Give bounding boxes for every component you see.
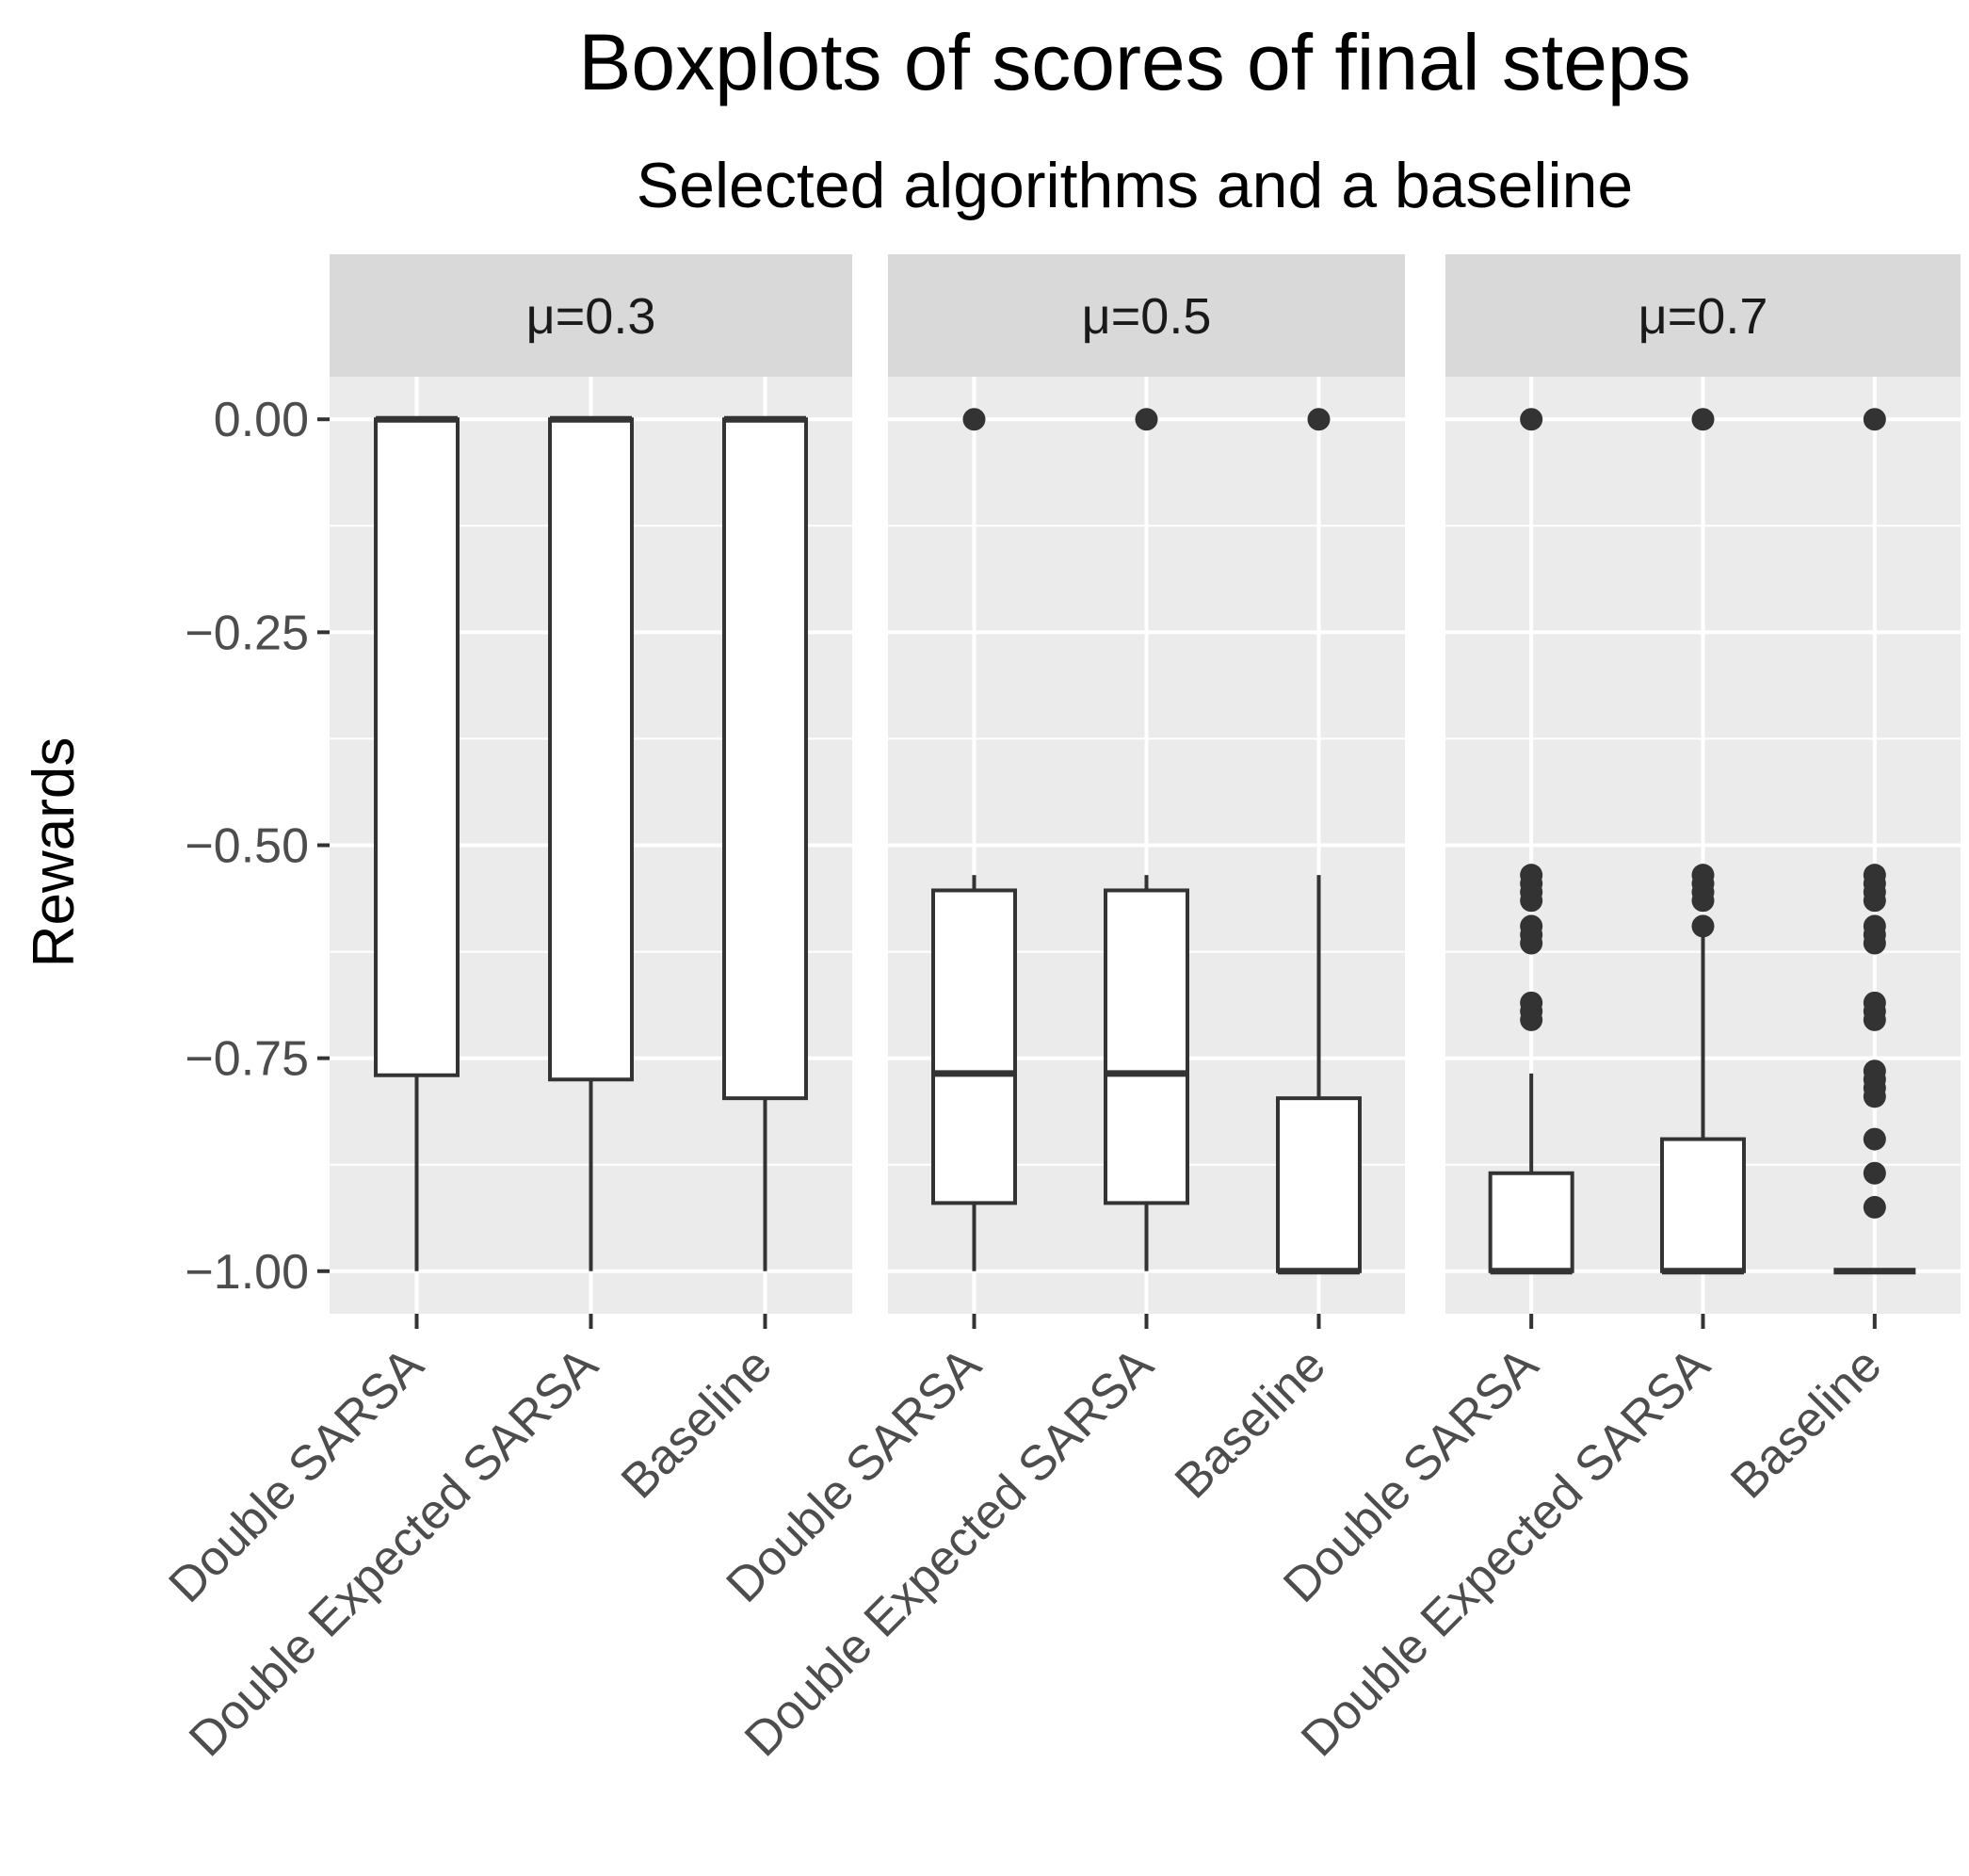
- x-tick-label: Baseline: [1165, 1337, 1336, 1509]
- box: [548, 417, 634, 1082]
- outlier-point: [1863, 931, 1886, 955]
- facet-label: μ=0.5: [1082, 288, 1212, 345]
- y-tick-label: −1.00: [185, 1245, 309, 1300]
- box: [722, 417, 808, 1101]
- box: [931, 888, 1017, 1205]
- y-tick-label: 0.00: [214, 393, 309, 447]
- box-group: [1276, 408, 1362, 1275]
- outlier-point: [1863, 1161, 1886, 1185]
- outlier-point: [1307, 408, 1331, 431]
- outlier-point: [1135, 408, 1158, 431]
- box-group: [548, 415, 634, 1271]
- outlier-point: [1691, 408, 1715, 431]
- outlier-point: [1863, 408, 1886, 431]
- y-tick-label: −0.50: [185, 819, 309, 874]
- box-group: [1660, 408, 1746, 1275]
- outlier-point: [962, 408, 986, 431]
- facet-strip: [1445, 254, 1961, 377]
- box-group: [374, 415, 460, 1271]
- outlier-point: [1863, 1127, 1886, 1151]
- outlier-point: [1520, 1008, 1543, 1031]
- box: [1660, 1137, 1746, 1273]
- outlier-point: [1863, 889, 1886, 913]
- outlier-point: [1520, 889, 1543, 913]
- outlier-point: [1520, 408, 1543, 431]
- outlier-point: [1691, 914, 1715, 938]
- box: [1104, 888, 1189, 1205]
- y-tick-label: −0.75: [185, 1032, 309, 1087]
- outlier-point: [1520, 931, 1543, 955]
- x-tick-label: Baseline: [1720, 1337, 1892, 1509]
- outlier-point: [1691, 889, 1715, 913]
- chart-subtitle: Selected algorithms and a baseline: [637, 150, 1633, 221]
- chart-title: Boxplots of scores of final steps: [578, 18, 1690, 106]
- box: [1488, 1171, 1574, 1273]
- facet-label: μ=0.3: [526, 288, 656, 345]
- box-group: [1833, 408, 1916, 1275]
- box-group: [931, 408, 1017, 1271]
- box: [1276, 1096, 1362, 1273]
- x-tick-label: Baseline: [611, 1337, 783, 1509]
- outlier-point: [1863, 1008, 1886, 1031]
- box-group: [722, 415, 808, 1271]
- box-group: [1488, 408, 1574, 1275]
- box: [374, 417, 460, 1077]
- box-group: [1104, 408, 1189, 1271]
- y-axis: 0.00 −0.25 −0.50 −0.75 −1.00: [185, 393, 330, 1300]
- outlier-point: [1863, 1195, 1886, 1219]
- outlier-point: [1863, 1085, 1886, 1108]
- facet-strip: [330, 254, 852, 377]
- facet-label: μ=0.7: [1638, 288, 1768, 345]
- y-axis-title: Rewards: [22, 737, 87, 968]
- facet-strip: [888, 254, 1405, 377]
- y-tick-label: −0.25: [185, 606, 309, 660]
